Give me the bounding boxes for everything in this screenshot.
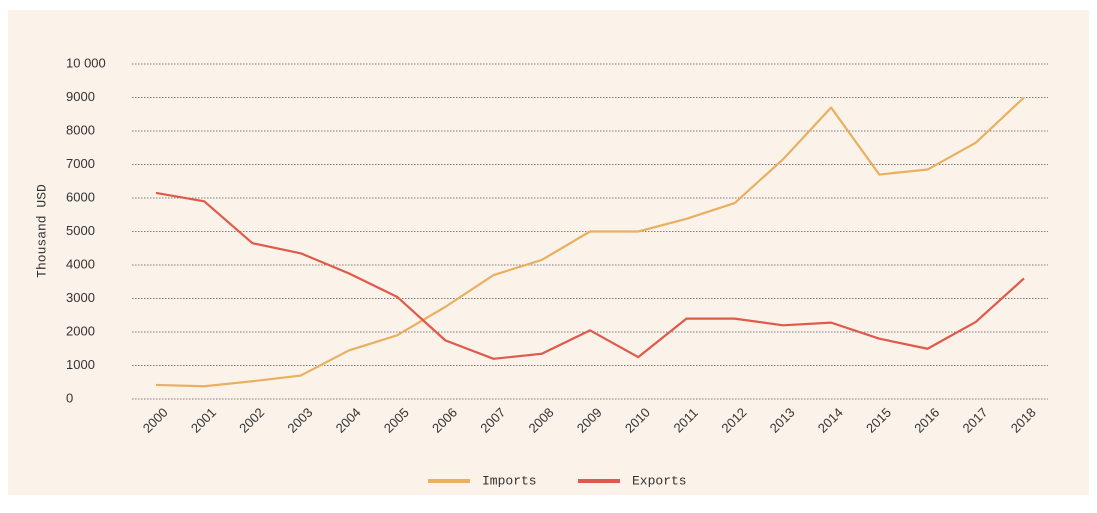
y-tick-label: 4000 — [66, 256, 95, 271]
legend-label: Exports — [632, 473, 687, 488]
y-tick-label: 6000 — [66, 189, 95, 204]
series-line — [155, 191, 1025, 360]
y-axis-label: Thousand USD — [34, 184, 49, 278]
y-tick-label: 10 000 — [66, 55, 106, 70]
y-tick-label: 2000 — [66, 323, 95, 338]
series-line — [155, 96, 1025, 388]
y-tick-label: 7000 — [66, 156, 95, 171]
y-tick-label: 5000 — [66, 223, 95, 238]
y-tick-label: 9000 — [66, 89, 95, 104]
y-tick-label: 3000 — [66, 290, 95, 305]
y-tick-label: 1000 — [66, 357, 95, 372]
y-tick-label: 0 — [66, 390, 73, 405]
legend-label: Imports — [482, 473, 537, 488]
y-tick-label: 8000 — [66, 122, 95, 137]
chart-panel — [8, 10, 1089, 495]
